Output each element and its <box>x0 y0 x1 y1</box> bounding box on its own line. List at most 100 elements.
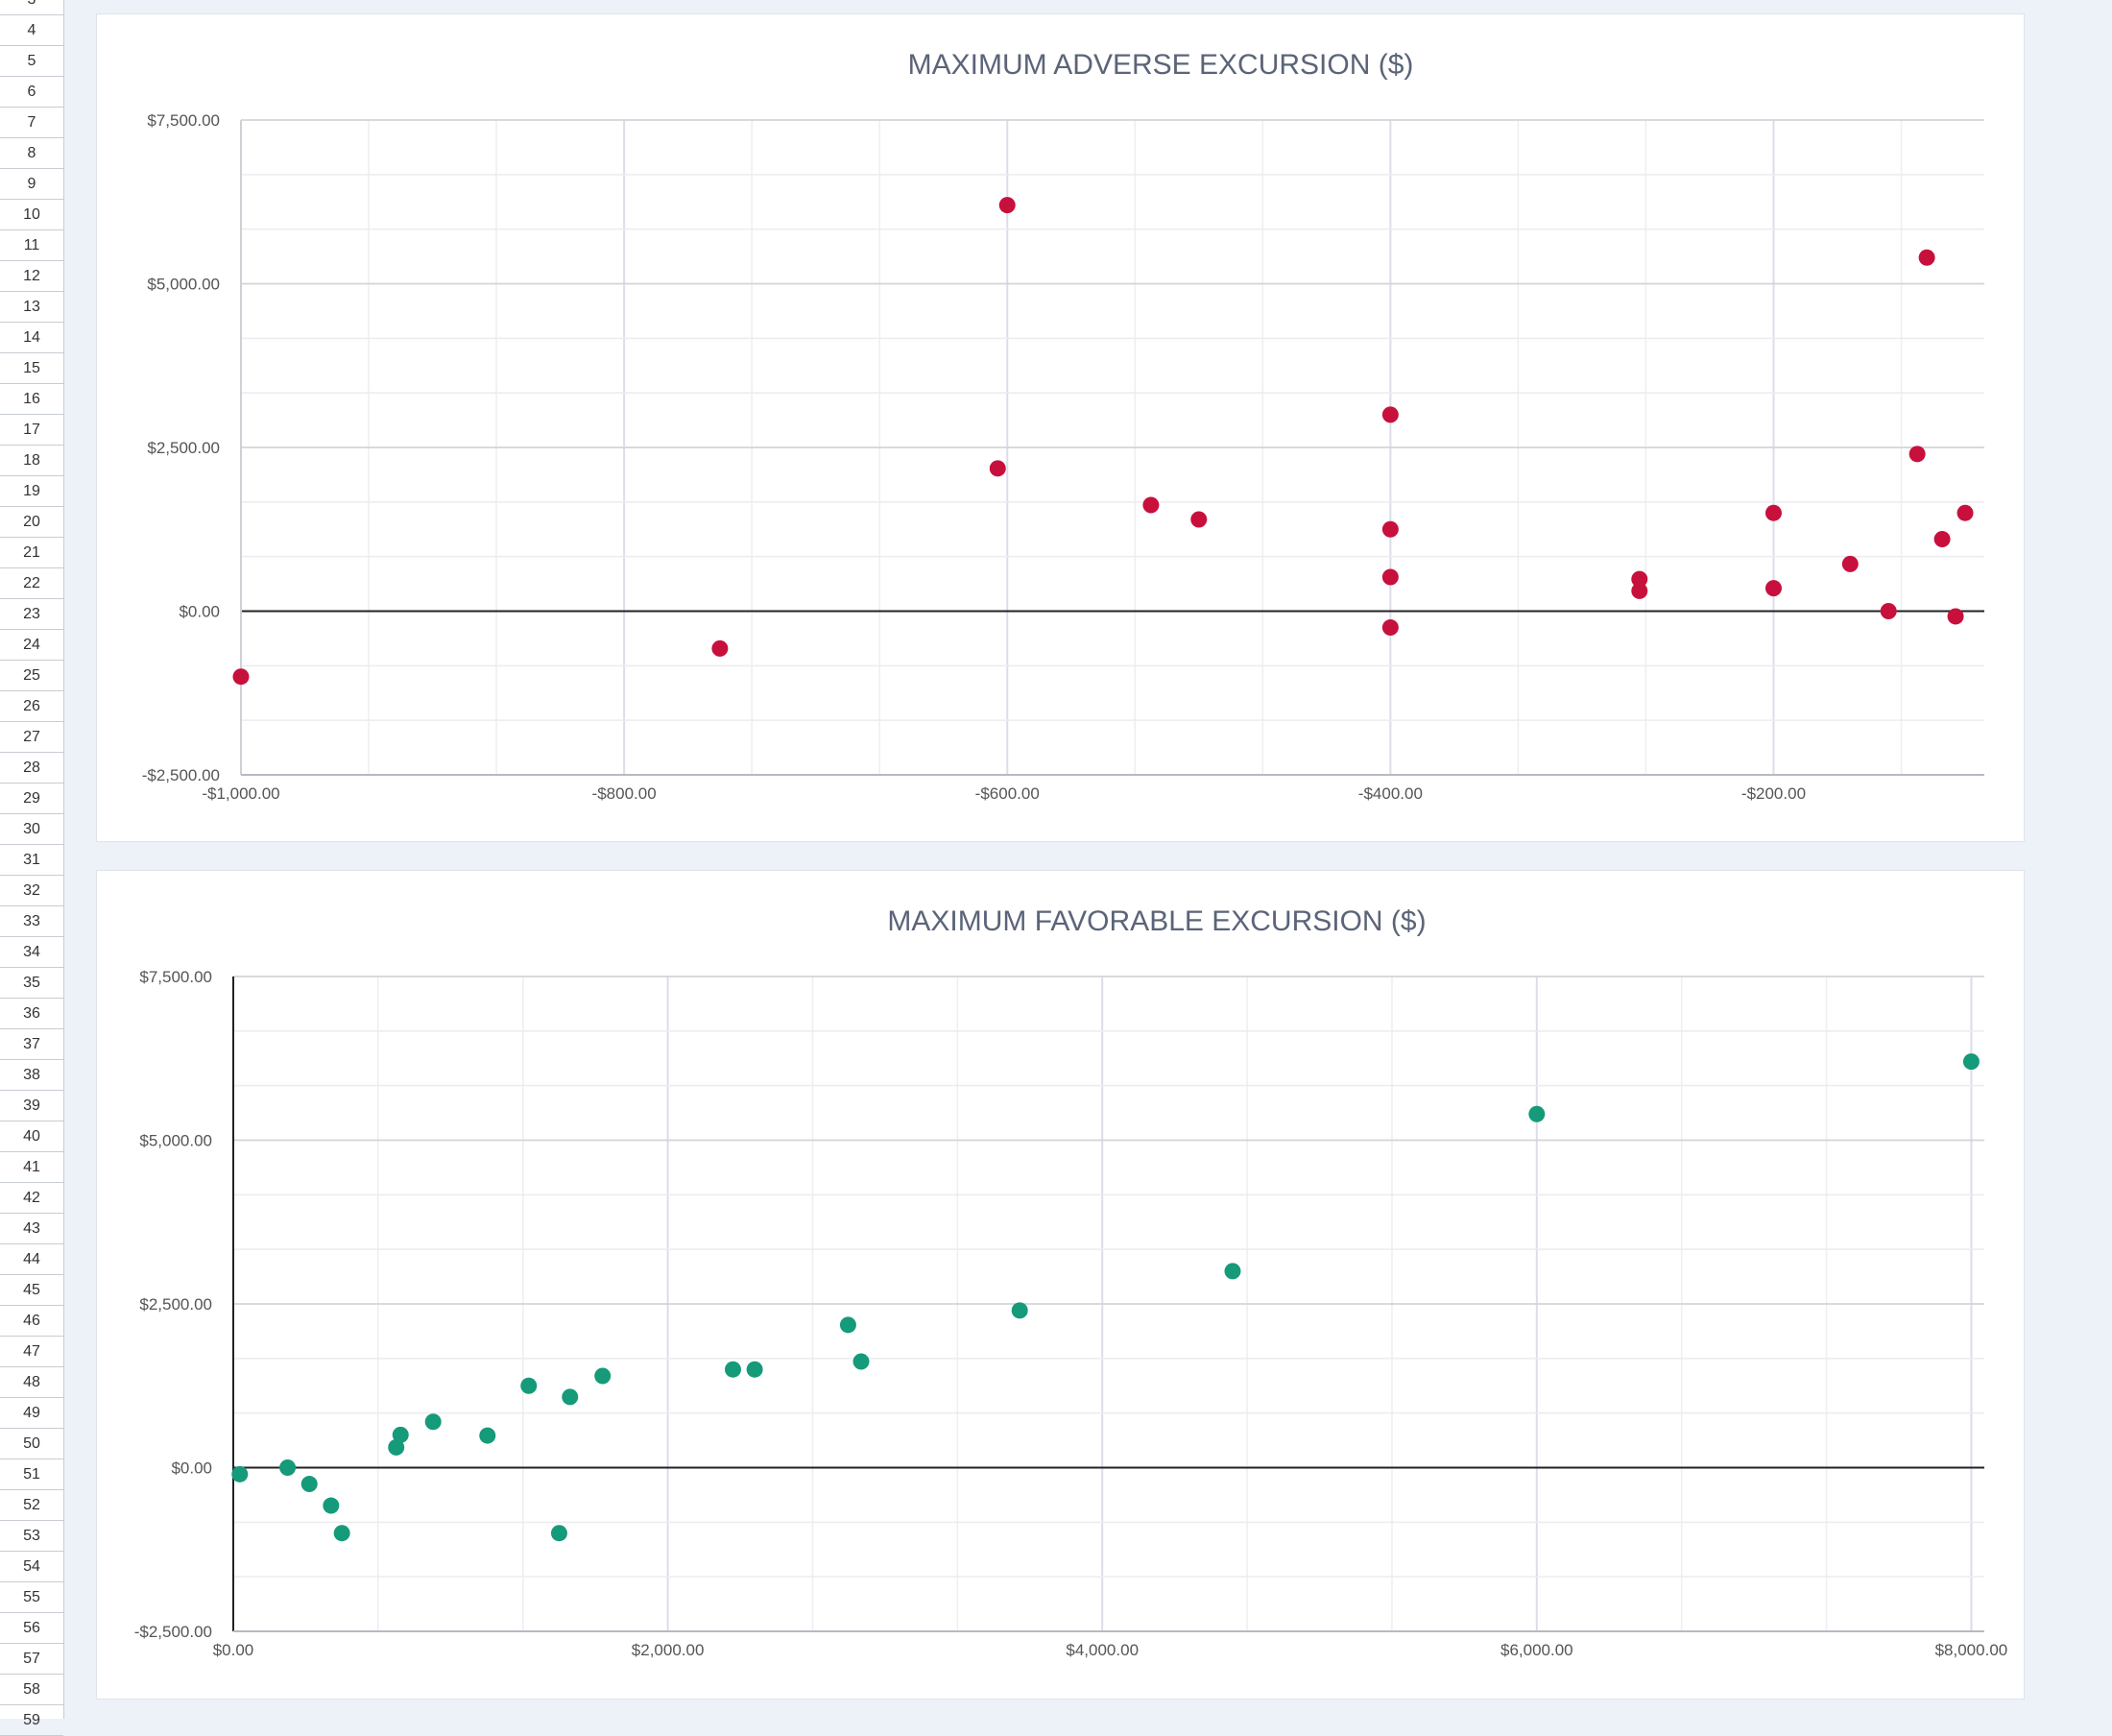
y-tick-label: $7,500.00 <box>139 968 212 986</box>
x-tick-label: -$200.00 <box>1741 784 1806 803</box>
y-tick-label: $5,000.00 <box>139 1132 212 1150</box>
row-number[interactable]: 47 <box>0 1337 63 1367</box>
row-number[interactable]: 16 <box>0 384 63 415</box>
data-point <box>839 1316 856 1334</box>
row-number[interactable]: 4 <box>0 15 63 46</box>
row-number[interactable]: 57 <box>0 1644 63 1675</box>
row-number[interactable]: 11 <box>0 230 63 261</box>
row-number[interactable]: 3 <box>0 0 63 15</box>
data-point <box>392 1426 409 1443</box>
x-tick-label: $8,000.00 <box>1935 1641 2008 1659</box>
row-number[interactable]: 15 <box>0 353 63 384</box>
row-number[interactable]: 39 <box>0 1091 63 1121</box>
row-number[interactable]: 51 <box>0 1459 63 1490</box>
x-tick-label: $6,000.00 <box>1500 1641 1573 1659</box>
data-point <box>424 1413 442 1431</box>
y-tick-label: -$2,500.00 <box>134 1623 212 1641</box>
row-number[interactable]: 34 <box>0 937 63 968</box>
row-number[interactable]: 33 <box>0 906 63 937</box>
data-point <box>1528 1105 1546 1122</box>
row-number[interactable]: 18 <box>0 446 63 476</box>
row-number[interactable]: 25 <box>0 661 63 691</box>
data-point <box>1142 496 1160 514</box>
row-number[interactable]: 21 <box>0 538 63 568</box>
row-number[interactable]: 27 <box>0 722 63 753</box>
row-number[interactable]: 9 <box>0 169 63 200</box>
data-point <box>1956 504 1974 521</box>
data-point <box>1224 1263 1241 1280</box>
data-point <box>1962 1053 1980 1071</box>
row-number[interactable]: 23 <box>0 599 63 630</box>
data-point <box>1908 446 1926 463</box>
x-tick-label: -$800.00 <box>592 784 657 803</box>
row-number[interactable]: 53 <box>0 1521 63 1552</box>
data-point <box>231 1465 249 1483</box>
data-point <box>594 1367 612 1385</box>
row-number[interactable]: 8 <box>0 138 63 169</box>
row-number[interactable]: 36 <box>0 999 63 1029</box>
row-number[interactable]: 52 <box>0 1490 63 1521</box>
row-number[interactable]: 55 <box>0 1582 63 1613</box>
row-number[interactable]: 29 <box>0 784 63 814</box>
row-number[interactable]: 12 <box>0 261 63 292</box>
row-number[interactable]: 44 <box>0 1244 63 1275</box>
data-point <box>1880 603 1897 619</box>
row-number[interactable]: 22 <box>0 568 63 599</box>
data-point <box>1631 570 1648 588</box>
data-point <box>1631 582 1648 599</box>
data-point <box>550 1525 567 1542</box>
data-point <box>1381 568 1399 586</box>
y-tick-label: -$2,500.00 <box>142 766 220 784</box>
data-point <box>1933 530 1951 547</box>
data-point <box>1918 249 1935 266</box>
row-number[interactable]: 7 <box>0 108 63 138</box>
data-point <box>1841 555 1859 572</box>
row-number[interactable]: 42 <box>0 1183 63 1214</box>
row-number[interactable]: 32 <box>0 876 63 906</box>
row-number[interactable]: 5 <box>0 46 63 77</box>
data-point <box>1764 580 1782 597</box>
row-number[interactable]: 17 <box>0 415 63 446</box>
row-number[interactable]: 37 <box>0 1029 63 1060</box>
data-point <box>1947 608 1964 625</box>
row-number[interactable]: 20 <box>0 507 63 538</box>
data-point <box>333 1525 350 1542</box>
row-number[interactable]: 40 <box>0 1121 63 1152</box>
row-number[interactable]: 6 <box>0 77 63 108</box>
row-number[interactable]: 35 <box>0 968 63 999</box>
x-tick-label: -$600.00 <box>975 784 1040 803</box>
y-tick-label: $2,500.00 <box>139 1295 212 1314</box>
x-tick-label: $2,000.00 <box>632 1641 705 1659</box>
row-number-gutter: 3456789101112131415161718192021222324252… <box>0 0 64 1736</box>
row-number[interactable]: 41 <box>0 1152 63 1183</box>
row-number[interactable]: 10 <box>0 200 63 230</box>
data-point <box>998 197 1016 214</box>
row-number[interactable]: 28 <box>0 753 63 784</box>
row-number[interactable]: 13 <box>0 292 63 323</box>
row-number[interactable]: 31 <box>0 845 63 876</box>
data-point <box>520 1377 538 1394</box>
data-point <box>1764 504 1782 521</box>
row-number[interactable]: 58 <box>0 1675 63 1705</box>
y-tick-label: $7,500.00 <box>147 111 220 130</box>
data-point <box>479 1427 496 1444</box>
x-tick-label: -$1,000.00 <box>202 784 279 803</box>
row-number[interactable]: 46 <box>0 1306 63 1337</box>
mfe-chart-card: MAXIMUM FAVORABLE EXCURSION ($) -$2,500.0… <box>96 870 2025 1700</box>
row-number[interactable]: 50 <box>0 1429 63 1459</box>
row-number[interactable]: 24 <box>0 630 63 661</box>
row-number[interactable]: 43 <box>0 1214 63 1244</box>
row-number[interactable]: 14 <box>0 323 63 353</box>
row-number[interactable]: 38 <box>0 1060 63 1091</box>
row-number[interactable]: 48 <box>0 1367 63 1398</box>
x-tick-label: $4,000.00 <box>1066 1641 1139 1659</box>
data-point <box>1381 619 1399 637</box>
row-number[interactable]: 59 <box>0 1705 63 1736</box>
row-number[interactable]: 19 <box>0 476 63 507</box>
row-number[interactable]: 30 <box>0 814 63 845</box>
row-number[interactable]: 49 <box>0 1398 63 1429</box>
row-number[interactable]: 56 <box>0 1613 63 1644</box>
row-number[interactable]: 26 <box>0 691 63 722</box>
row-number[interactable]: 45 <box>0 1275 63 1306</box>
row-number[interactable]: 54 <box>0 1552 63 1582</box>
